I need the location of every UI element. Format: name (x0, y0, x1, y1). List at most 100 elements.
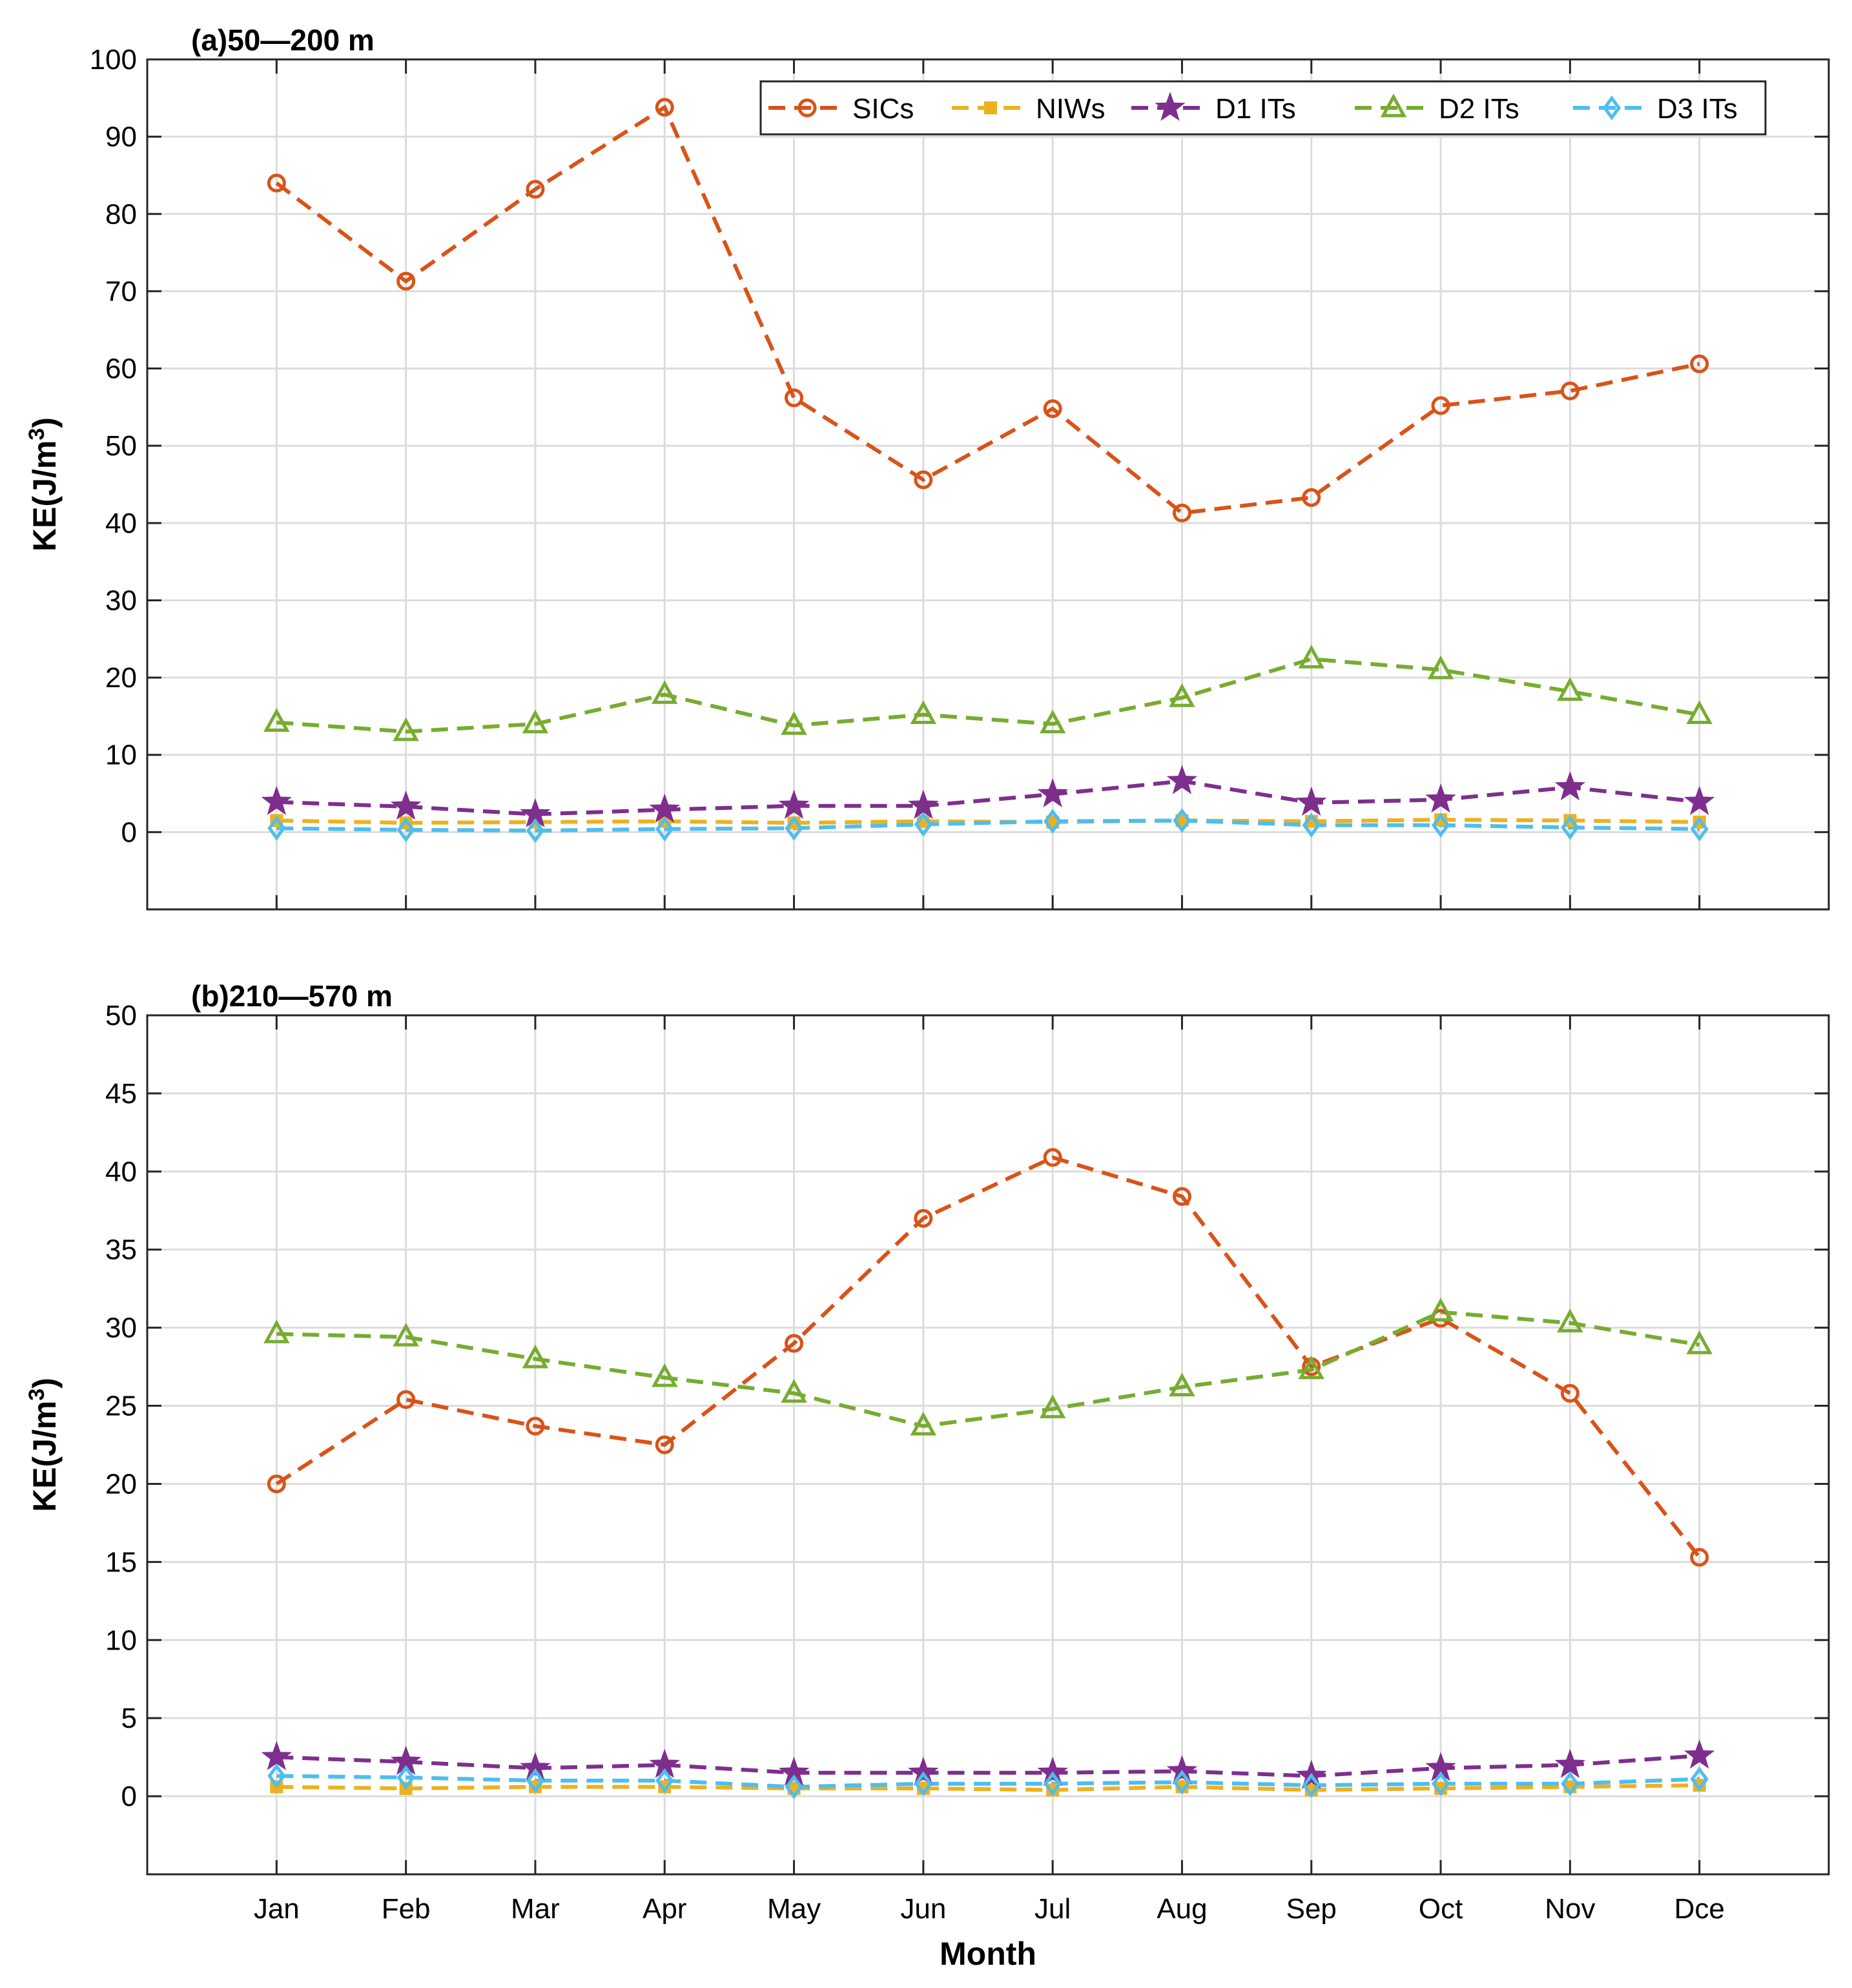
y-tick-label: 60 (105, 353, 137, 385)
data-point (1043, 399, 1062, 419)
data-point (1431, 813, 1450, 838)
legend-entry-niws: NIWs (952, 93, 1106, 125)
panel-title: (b)210—570 m (191, 979, 393, 1013)
x-tick-label: Jun (900, 1893, 946, 1925)
data-point (1560, 1383, 1579, 1403)
y-tick-label: 5 (121, 1703, 137, 1734)
data-point (393, 1322, 419, 1347)
data-point (1169, 1372, 1195, 1397)
y-axis-label-superscript: 3 (25, 1389, 49, 1401)
series-line-d3-its (276, 818, 1700, 833)
data-point (396, 1765, 415, 1790)
series-markers-d3-its (267, 1763, 1709, 1799)
data-point (522, 709, 549, 734)
y-axis-label: KE(J/m3) (25, 417, 63, 552)
data-point (1554, 1748, 1586, 1778)
series-markers-d2-its (263, 1298, 1713, 1436)
data-point (267, 173, 286, 192)
data-point (1039, 1394, 1066, 1418)
data-point (908, 789, 939, 819)
y-tick-label: 10 (105, 740, 137, 771)
data-point (1690, 354, 1709, 373)
data-point (1043, 1148, 1062, 1167)
data-point (1302, 813, 1321, 838)
legend-marker (1155, 92, 1186, 121)
series-line-d2-its (276, 1310, 1700, 1429)
data-point (1427, 1298, 1454, 1321)
data-point (1686, 1331, 1713, 1354)
data-point (914, 1208, 933, 1228)
data-point (1172, 503, 1191, 523)
series-markers-d1-its (261, 765, 1715, 828)
x-tick-label: May (767, 1893, 821, 1925)
legend-label: SICs (852, 93, 914, 125)
data-point (267, 816, 286, 841)
data-point (651, 680, 678, 704)
data-point (267, 1763, 286, 1788)
data-point (1298, 1355, 1325, 1380)
data-point (1169, 683, 1195, 707)
y-tick-label: 100 (90, 44, 137, 76)
data-point (785, 1334, 804, 1353)
data-point (263, 708, 290, 732)
x-tick-label: Apr (643, 1893, 686, 1925)
y-tick-label: 50 (105, 430, 137, 462)
plot-area (147, 59, 1829, 909)
y-tick-label: 35 (105, 1234, 137, 1266)
x-tick-label: Feb (382, 1893, 431, 1925)
panel-a: 0 10 20 30 40 50 60 70 80 90 100 (a)50—200 m KE(J/m3… (25, 23, 1830, 911)
y-tick-label: 90 (105, 121, 137, 153)
axes-frame (146, 58, 1830, 911)
x-tick-label: Jul (1034, 1893, 1071, 1925)
data-point (914, 470, 933, 490)
data-point (785, 1774, 803, 1799)
data-point (1690, 1548, 1709, 1567)
data-point (1686, 700, 1713, 725)
y-axis-label-suffix: ) (26, 417, 63, 428)
y-axis-label-main: KE(J/m (26, 1401, 63, 1512)
data-point (1298, 645, 1325, 668)
x-tick-label: Oct (1419, 1893, 1463, 1925)
x-ticks: Jan Feb Mar Apr May Jun Jul Aug Sep Oct Nov Dce (254, 1015, 1725, 1925)
series-markers-d3-its (267, 808, 1709, 844)
data-point (1690, 816, 1709, 842)
x-tick-label: Aug (1157, 1893, 1207, 1925)
y-axis-label-main: KE(J/m (26, 440, 63, 552)
data-point (261, 1741, 293, 1770)
series-line-d3-its (276, 1774, 1700, 1789)
legend-marker (797, 98, 817, 118)
data-point (1044, 809, 1062, 834)
legend-marker (1602, 95, 1621, 121)
legend-label: D2 ITs (1439, 93, 1519, 125)
data-point (1427, 655, 1454, 679)
series-line-d1-its (276, 1754, 1700, 1778)
y-ticks: 0 5 10 15 20 25 30 35 40 45 50 (105, 1000, 1829, 1812)
data-point (1684, 785, 1715, 815)
series-line-sics (275, 104, 1700, 515)
panel-b: 0 5 10 15 20 25 30 35 40 45 50 Jan Feb Mar Apr May Jun Ju… (25, 979, 1830, 1972)
x-tick-label: Sep (1286, 1893, 1337, 1925)
y-tick-label: 70 (105, 276, 137, 307)
data-point (393, 717, 419, 741)
data-point (526, 1416, 545, 1436)
data-point (781, 711, 807, 735)
data-point (520, 1752, 551, 1781)
data-point (263, 1320, 290, 1343)
y-axis-label: KE(J/m3) (25, 1378, 63, 1512)
data-point (1173, 1770, 1191, 1795)
data-point (649, 793, 681, 823)
data-point (396, 271, 416, 291)
data-point (1560, 381, 1579, 400)
y-tick-label: 25 (105, 1391, 137, 1422)
gridlines (147, 1014, 1829, 1874)
data-point (1690, 1766, 1709, 1792)
x-tick-label: Mar (511, 1893, 560, 1925)
data-point (910, 700, 937, 725)
legend-entry-sics: SICs (768, 93, 914, 125)
data-point (651, 1363, 678, 1387)
series-line-d2-its (276, 657, 1700, 734)
axes-frame (146, 1014, 1830, 1876)
legend-label: D1 ITs (1215, 93, 1296, 125)
plot-area (147, 1015, 1829, 1874)
